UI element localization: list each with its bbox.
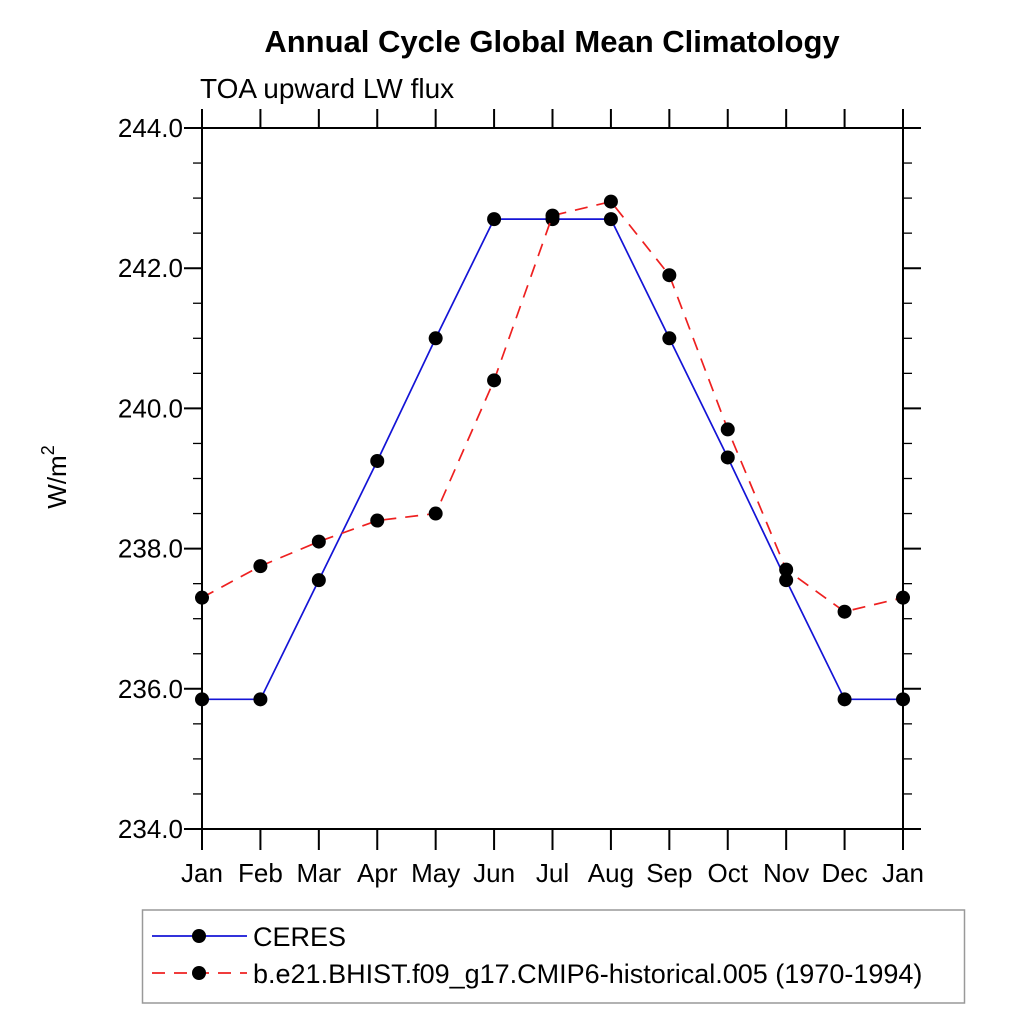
y-axis-label-base: W/m [42,455,72,508]
y-tick-label: 236.0 [118,674,183,704]
data-point-marker [428,506,443,521]
series-line-1 [201,200,904,613]
data-point-marker [779,562,794,577]
x-tick-label: Jan [882,858,924,888]
y-tick-label: 240.0 [118,393,183,423]
data-point-marker [311,573,326,588]
plot-series [195,194,910,707]
legend-label-ceres: CERES [253,922,346,952]
data-point-marker [487,373,502,388]
chart-title: Annual Cycle Global Mean Climatology [264,24,840,59]
x-tick-label: Jun [473,858,515,888]
data-point-marker [370,513,385,528]
x-tick-label: Jan [181,858,223,888]
y-tick-label: 238.0 [118,534,183,564]
data-point-marker [253,559,268,574]
legend-line-samples [152,929,247,980]
axis-tick-labels: 234.0 236.0 238.0 240.0 242.0 244.0 Jan Feb Mar A… [118,113,924,888]
data-point-marker [428,331,443,346]
data-point-marker [720,422,735,437]
x-tick-label: Oct [708,858,749,888]
chart-subtitle: TOA upward LW flux [200,73,454,104]
plot-axes [201,127,904,830]
series-line-0 [202,218,903,701]
legend: CERES b.e21.BHIST.f09_g17.CMIP6-historic… [141,909,966,1004]
x-tick-label: Feb [238,858,283,888]
x-tick-label: May [411,858,460,888]
data-point-marker [545,208,560,223]
data-point-marker [896,590,910,605]
data-point-marker [603,194,618,209]
data-point-marker [837,692,852,707]
data-point-marker [195,590,209,605]
legend-sample-marker-1 [192,966,206,980]
y-tick-label: 244.0 [118,113,183,143]
data-point-marker [370,453,385,468]
legend-sample-marker-0 [192,929,206,943]
data-point-marker [662,331,677,346]
data-point-marker [662,268,677,283]
data-point-marker [253,692,268,707]
data-point-marker [720,450,735,465]
axis-ticks [184,109,921,850]
x-tick-label: Apr [357,858,398,888]
legend-label-model: b.e21.BHIST.f09_g17.CMIP6-historical.005… [253,959,922,989]
x-tick-label: Dec [821,858,867,888]
data-point-marker [311,534,326,549]
data-point-marker [603,212,618,227]
data-point-marker [896,692,910,707]
data-point-marker [837,604,852,619]
x-tick-label: Jul [536,858,569,888]
x-tick-label: Mar [296,858,341,888]
y-tick-label: 242.0 [118,253,183,283]
y-axis-label: W/m2 [38,445,72,508]
legend-box [141,909,966,1004]
data-point-marker [779,573,794,588]
x-tick-label: Nov [763,858,809,888]
data-point-marker [487,212,502,227]
y-tick-label: 234.0 [118,814,183,844]
x-tick-label: Sep [646,858,692,888]
data-point-marker [195,692,209,707]
x-tick-label: Aug [588,858,634,888]
y-axis-label-exponent: 2 [38,445,58,455]
